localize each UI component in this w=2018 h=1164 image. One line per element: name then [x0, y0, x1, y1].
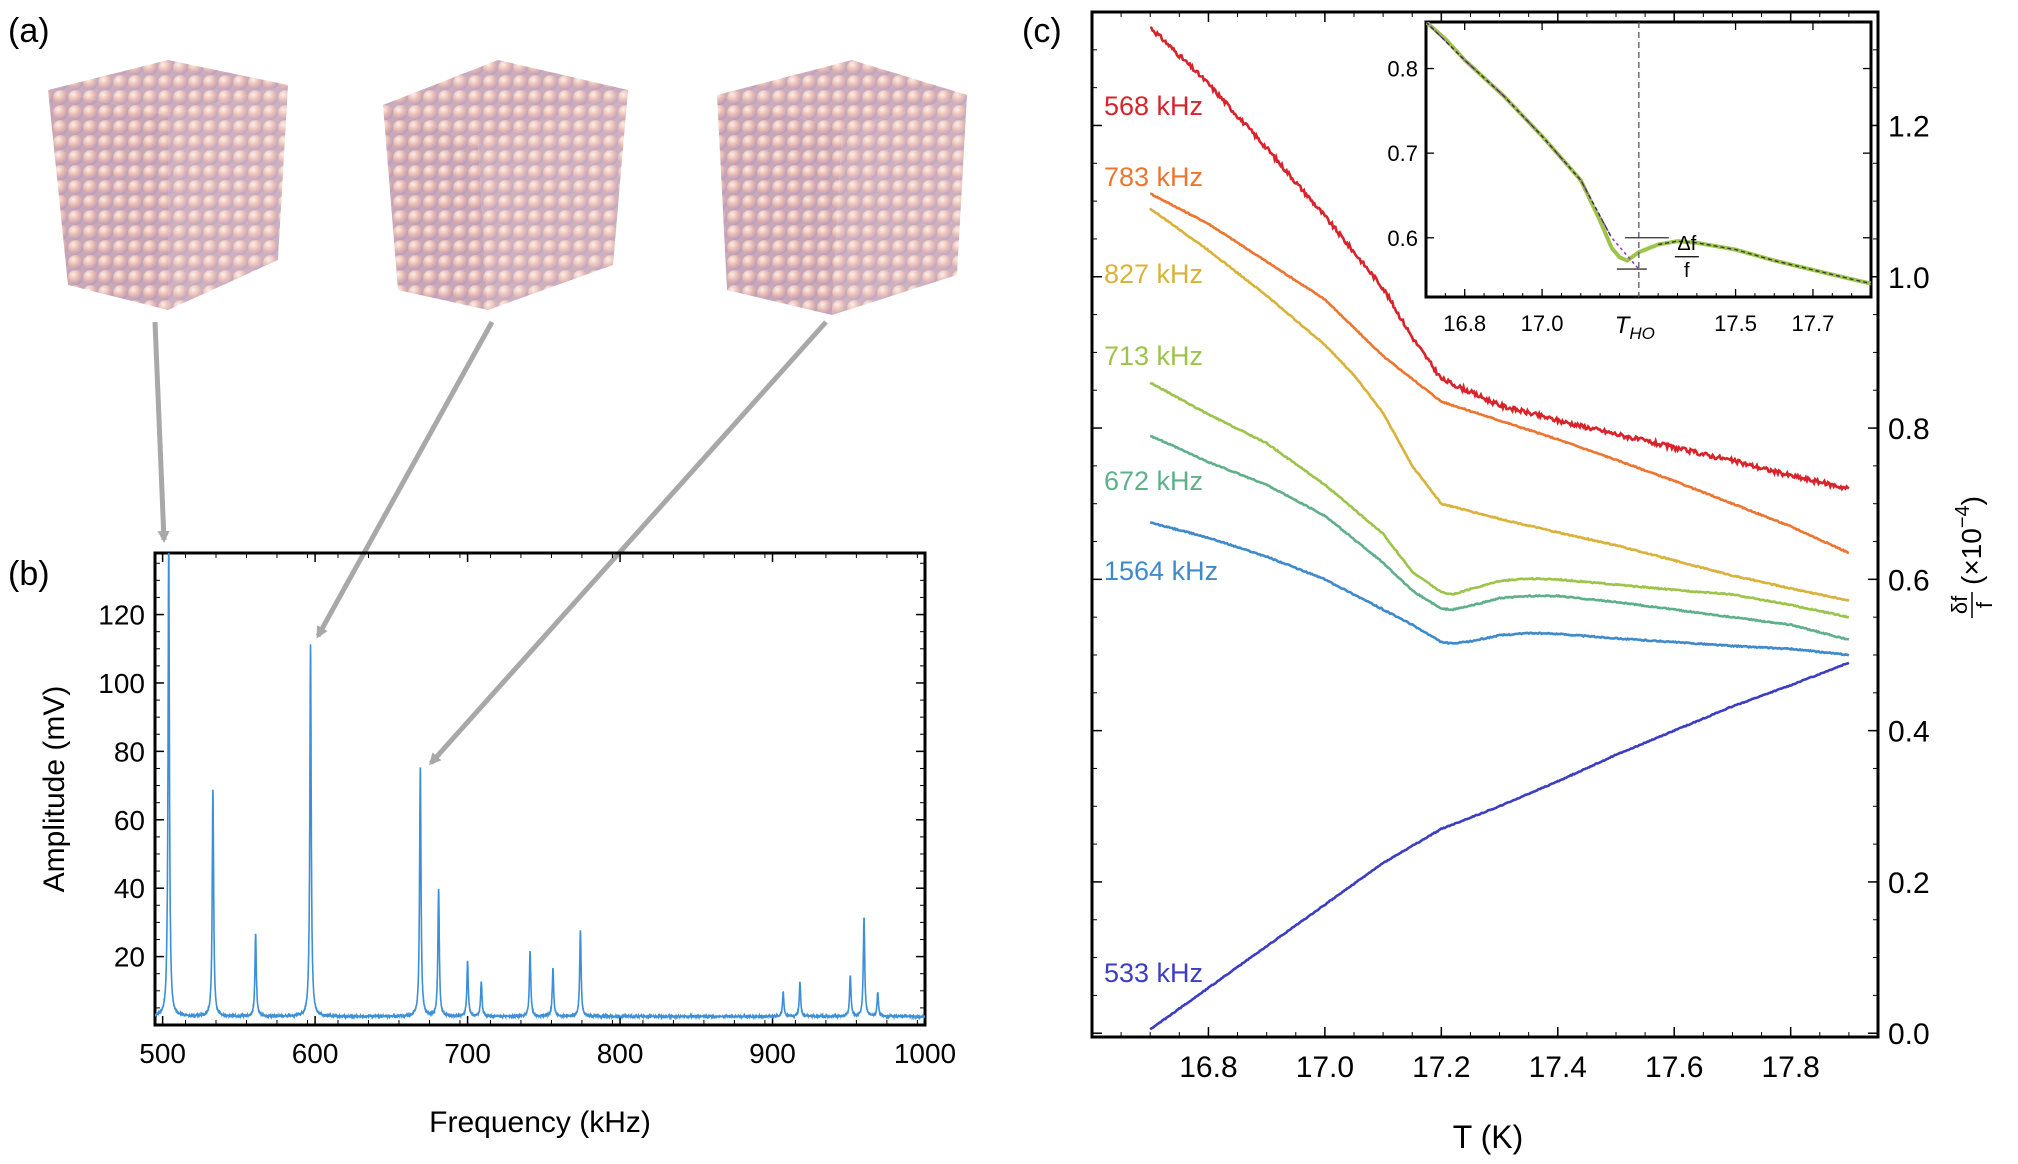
inset-fit-high [1658, 240, 1871, 285]
spectrum-ytick-label: 120 [98, 600, 145, 631]
shift-ytick-label: 0.2 [1888, 867, 1930, 900]
spectrum-xtick-label: 1000 [894, 1038, 956, 1069]
spectrum-ytick-label: 20 [114, 942, 145, 973]
frequency-shift-chart: 16.8 17.0 17.2 17.4 17.6 17.80.00.20.40.60.81… [1090, 10, 1997, 1155]
spectrum-xtick-label: 500 [139, 1038, 186, 1069]
shift-ytick-label: 1.0 [1888, 262, 1930, 295]
shift-ytick-label: 0.0 [1888, 1018, 1930, 1051]
spectrum-xtick-label: 800 [597, 1038, 644, 1069]
inset-ytick-label: 0.7 [1387, 141, 1418, 166]
panel-label-a: (a) [8, 12, 50, 50]
series-line [1149, 192, 1850, 555]
tho-sub: HO [1629, 324, 1655, 343]
series-label: 672 kHz [1104, 466, 1203, 496]
shift-ylabel: δf f (×10−4) [1947, 496, 1997, 618]
spectrum-chart: 500 600 700 800 900 1000 20 40 60 80 100 120 Freque… [38, 551, 956, 1139]
spectrum-frame [153, 551, 927, 1027]
cube-2-left [383, 105, 488, 310]
ylabel-main: (×10 [1956, 528, 1987, 585]
cube-1-right [168, 85, 288, 310]
shift-ytick-label: 0.4 [1888, 716, 1930, 749]
spectrum-ytick-label: 40 [114, 873, 145, 904]
arrow-cube-2 [315, 320, 495, 639]
spectrum-ytick-label: 100 [98, 668, 145, 699]
inset-xtick-label: 17.0 [1521, 311, 1564, 336]
series-label: 1564 kHz [1104, 556, 1218, 586]
spectrum-xtick-label: 700 [444, 1038, 491, 1069]
arrow-cube-1 [152, 321, 170, 543]
panel-label-b: (b) [8, 555, 50, 593]
shift-frame [1090, 10, 1880, 1039]
tho-main: T [1615, 312, 1632, 339]
spectrum-xlabel: Frequency (kHz) [429, 1106, 651, 1139]
shift-xtick-label: 17.4 [1529, 1051, 1587, 1084]
cube-1-top [48, 60, 288, 115]
cube-2-top [383, 60, 628, 145]
series-label: 783 kHz [1104, 162, 1203, 192]
cube-1-left [48, 90, 168, 310]
panel-label-c: (c) [1022, 12, 1062, 50]
inset-xtick-label: 17.7 [1792, 311, 1835, 336]
cube-2-right [478, 90, 628, 310]
inset-ytick-label: 0.8 [1387, 57, 1418, 82]
shift-xlabel: T (K) [1453, 1119, 1524, 1155]
series-line [1149, 661, 1850, 1031]
series-line [1149, 434, 1850, 641]
delta-num: Δf [1677, 233, 1696, 255]
shift-ytick-label: 0.8 [1888, 413, 1930, 446]
inset-xtick-label: 16.8 [1443, 311, 1486, 336]
spectrum-xtick-label: 600 [292, 1038, 339, 1069]
shift-xtick-label: 17.2 [1412, 1051, 1470, 1084]
shift-xtick-label: 17.8 [1761, 1051, 1819, 1084]
inset-frame [1424, 20, 1873, 299]
ylabel-unit: (×10−4) [1952, 496, 1987, 585]
inset-xtick-label: 17.5 [1714, 311, 1757, 336]
spectrum-ytick-label: 80 [114, 736, 145, 767]
shift-xtick-label: 17.0 [1296, 1051, 1354, 1084]
arrow-cube-3 [428, 320, 828, 766]
series-line [1149, 207, 1850, 602]
shift-ytick-label: 1.2 [1888, 110, 1930, 143]
shift-xtick-label: 17.6 [1645, 1051, 1703, 1084]
spectrum-ylabel: Amplitude (mV) [38, 686, 71, 893]
inset-ytick-label: 0.6 [1387, 226, 1418, 251]
series-label: 713 kHz [1104, 341, 1203, 371]
spectrum-xtick-label: 900 [749, 1038, 796, 1069]
ylabel-close: ) [1956, 496, 1987, 505]
inset-fit-low [1426, 22, 1613, 239]
series-line [1149, 521, 1850, 657]
ylabel-exp: −4 [1952, 505, 1974, 528]
inset-delta-marker: Δf f [1616, 233, 1699, 282]
ylabel-frac-num: δf [1947, 595, 1972, 614]
cube-3-right [832, 95, 967, 315]
shift-ytick-label: 0.6 [1888, 564, 1930, 597]
series-label: 827 kHz [1104, 259, 1203, 289]
cube-1 [48, 60, 288, 310]
shift-xtick-label: 16.8 [1179, 1051, 1237, 1084]
series-label: 533 kHz [1104, 958, 1203, 988]
delta-den: f [1684, 260, 1690, 282]
series-line [1149, 381, 1850, 619]
series-line [1149, 26, 1850, 492]
ylabel-frac-den: f [1972, 601, 1997, 608]
cube-3-left [717, 95, 842, 315]
spectrum-ytick-label: 60 [114, 805, 145, 836]
cube-2 [383, 60, 628, 310]
series-label: 568 kHz [1104, 91, 1203, 121]
inset-chart: 16.8 17.0 17.5 17.7 0.6 0.7 0.8 THO Δf f [1387, 20, 1873, 343]
spectrum-line [155, 553, 925, 1021]
inset-tho-label: THO [1615, 312, 1655, 343]
cube-3 [717, 60, 967, 315]
